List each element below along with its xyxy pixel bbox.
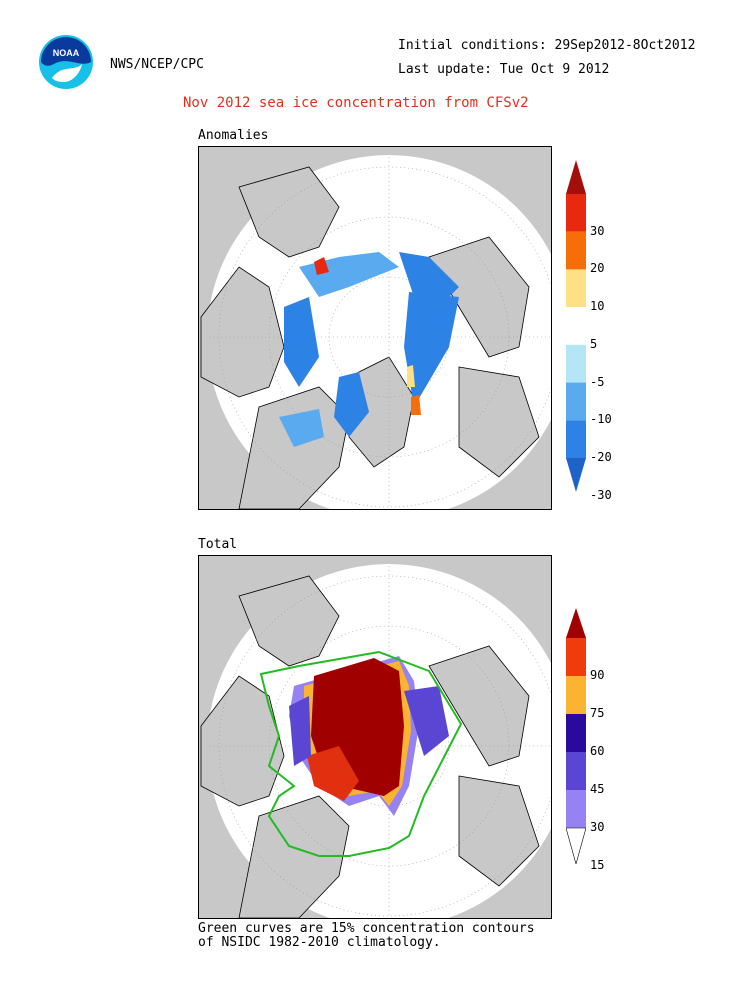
colorbar-segment <box>566 307 586 345</box>
initial-conditions: Initial conditions: 29Sep2012-8Oct2012 <box>398 38 696 53</box>
colorbar-segment <box>566 420 586 458</box>
colorbar-tick-label: 5 <box>590 336 598 351</box>
anomalies-colorbar <box>566 160 586 492</box>
colorbar-segment <box>566 231 586 270</box>
anomalies-label: Anomalies <box>198 128 269 143</box>
noaa-logo: NOAA <box>38 34 94 90</box>
colorbar-segment <box>566 638 586 676</box>
colorbar-tick-label: 90 <box>590 668 605 682</box>
colorbar-segment <box>566 790 586 828</box>
colorbar-top-arrow <box>566 608 586 638</box>
colorbar-segment <box>566 752 586 790</box>
page-title: Nov 2012 sea ice concentration from CFSv… <box>183 95 529 111</box>
colorbar-tick-label: 30 <box>590 820 605 834</box>
colorbar-segment <box>566 382 586 421</box>
colorbar-tick-label: 60 <box>590 744 605 758</box>
colorbar-segment <box>566 714 586 752</box>
last-update: Last update: Tue Oct 9 2012 <box>398 62 610 77</box>
colorbar-tick-label: 75 <box>590 706 605 720</box>
footnote-line2: of NSIDC 1982-2010 climatology. <box>198 935 441 950</box>
colorbar-tick-label: 30 <box>590 223 605 238</box>
agency-label: NWS/NCEP/CPC <box>110 57 204 72</box>
colorbar-tick-label: 45 <box>590 782 605 796</box>
footnote-line1: Green curves are 15% concentration conto… <box>198 921 535 936</box>
colorbar-tick-label: -10 <box>590 412 612 427</box>
colorbar-bottom-arrow <box>565 827 587 866</box>
colorbar-segment <box>566 676 586 714</box>
total-map <box>198 555 552 919</box>
colorbar-segment <box>566 344 586 383</box>
logo-text: NOAA <box>53 48 80 58</box>
colorbar-tick-label: 20 <box>590 261 605 276</box>
colorbar-tick-label: 15 <box>590 858 605 872</box>
colorbar-tick-label: -5 <box>590 374 605 389</box>
colorbar-segment <box>566 269 586 308</box>
colorbar-tick-label: 10 <box>590 299 605 314</box>
total-label: Total <box>198 537 238 552</box>
colorbar-segment <box>566 194 586 232</box>
colorbar-top-arrow <box>566 160 586 194</box>
colorbar-bottom-arrow <box>566 458 586 492</box>
total-colorbar <box>565 608 587 866</box>
anomalies-map <box>198 146 552 510</box>
colorbar-tick-label: -30 <box>590 487 612 502</box>
colorbar-tick-label: -20 <box>590 450 612 464</box>
